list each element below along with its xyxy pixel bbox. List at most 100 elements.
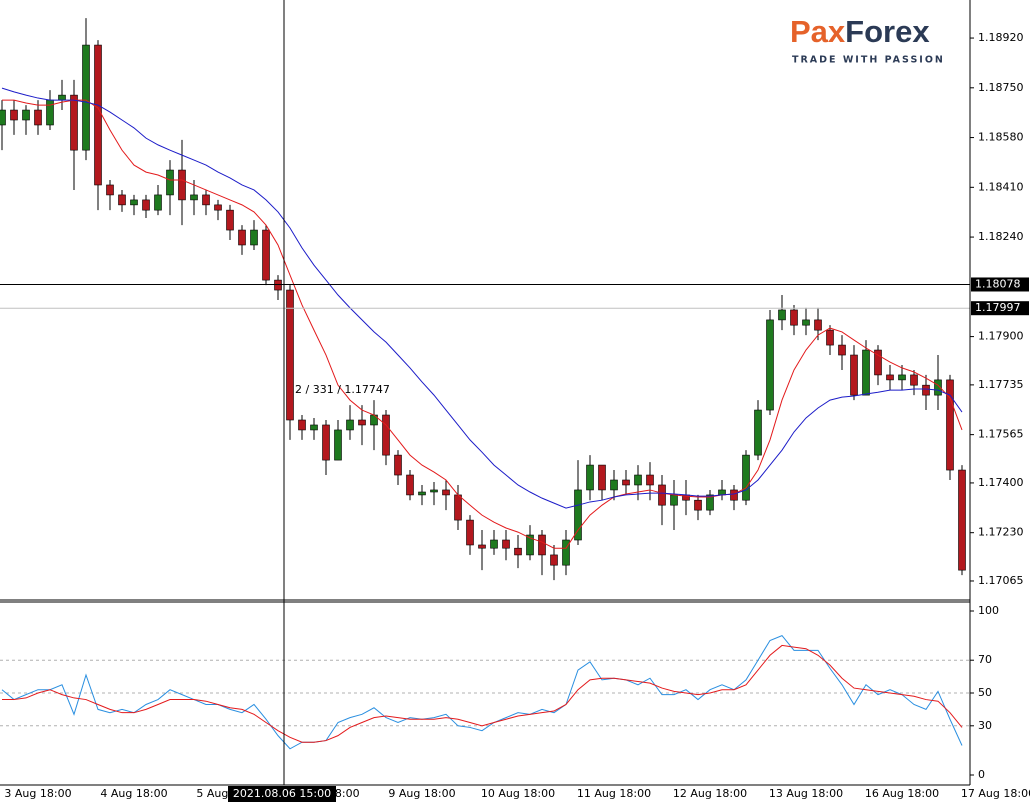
candle-body [502, 539, 510, 549]
candle-body [514, 547, 522, 556]
candle-body [238, 229, 246, 246]
candle-body [358, 419, 366, 426]
series-line [1, 87, 963, 509]
candle-body [826, 329, 834, 346]
candle-body [778, 309, 786, 321]
x-tick-label: 12 Aug 18:00 [673, 787, 747, 800]
candle-body [190, 194, 198, 201]
candle-body [478, 544, 486, 549]
candle-body [394, 454, 402, 476]
candle-body [178, 169, 186, 201]
candle-body [430, 489, 438, 493]
y-tick-label: 1.18580 [978, 131, 1024, 144]
candle-body [154, 194, 162, 211]
y-tick-label: 1.18410 [978, 180, 1024, 193]
candle-body [766, 319, 774, 411]
candle-body [886, 374, 894, 381]
candle-body [730, 489, 738, 501]
candle-body [22, 109, 30, 121]
x-tick-label: 3 Aug 18:00 [4, 787, 71, 800]
candle-body [946, 379, 954, 471]
y-tick-label: 1.18750 [978, 81, 1024, 94]
x-tick-label: 11 Aug 18:00 [577, 787, 651, 800]
y-tick-label: 1.17230 [978, 526, 1024, 539]
candle-body [874, 349, 882, 376]
y-tick-label: 1.17565 [978, 428, 1024, 441]
candle-body [34, 109, 42, 126]
logo-part: Pa [790, 14, 829, 49]
candle-body [586, 464, 594, 491]
candle-body [94, 44, 102, 186]
candle-body [646, 474, 654, 486]
candle-body [202, 194, 210, 206]
candle-body [574, 489, 582, 541]
candle-body [118, 194, 126, 206]
logo-part: x [828, 14, 846, 49]
candle-body [610, 479, 618, 491]
candle-body [934, 379, 942, 396]
candle-body [694, 499, 702, 511]
crosshair-time-box [228, 786, 336, 802]
candle-body [58, 94, 66, 101]
candle-body [598, 464, 606, 491]
candle-body [958, 469, 966, 571]
candle-body [526, 534, 534, 556]
y-tick-label: 1.17900 [978, 330, 1024, 343]
candle-body [658, 484, 666, 506]
candle-body [634, 474, 642, 486]
candle-body [82, 44, 90, 151]
candle-body [838, 344, 846, 356]
y-tick-label: 30 [978, 719, 992, 732]
candle-body [298, 419, 306, 431]
y-tick-label: 1.18920 [978, 31, 1024, 44]
y-tick-label: 1.17400 [978, 476, 1024, 489]
candle-body [166, 169, 174, 196]
candle-body [922, 384, 930, 396]
candle-body [418, 491, 426, 496]
candle-body [442, 489, 450, 496]
crosshair-time: 2021.08.06 15:00 [233, 787, 331, 800]
price-label-box [971, 301, 1029, 316]
series-line [1, 634, 963, 750]
x-tick-label: 16 Aug 18:00 [865, 787, 939, 800]
candle-body [0, 109, 6, 126]
y-tick-label: 70 [978, 653, 992, 666]
candle-body [46, 99, 54, 126]
series-line [2, 644, 963, 743]
x-tick-label: 10 Aug 18:00 [481, 787, 555, 800]
logo-part: Forex [845, 14, 930, 49]
candle-body [310, 424, 318, 431]
candle-body [742, 454, 750, 501]
y-tick-label: 100 [978, 604, 999, 617]
candle-body [406, 474, 414, 496]
candle-body [334, 429, 342, 461]
y-tick-label: 1.17065 [978, 574, 1024, 587]
series-line [2, 99, 963, 549]
candle-body [802, 319, 810, 326]
price-label: 1.17997 [975, 301, 1021, 314]
y-tick-label: 1.17735 [978, 378, 1024, 391]
candle-body [550, 554, 558, 566]
candle-body [274, 279, 282, 291]
candle-body [562, 539, 570, 566]
candle-body [346, 419, 354, 431]
candle-body [706, 494, 714, 511]
price-label: 1.18078 [975, 277, 1021, 290]
candle-body [286, 289, 294, 421]
candle-body [214, 204, 222, 211]
x-tick-label: 4 Aug 18:00 [100, 787, 167, 800]
candle-body [454, 494, 462, 521]
candle-body [226, 209, 234, 231]
y-tick-label: 1.18240 [978, 230, 1024, 243]
candle-body [814, 319, 822, 331]
candle-body [106, 184, 114, 196]
candle-body [790, 309, 798, 326]
candle-body [718, 489, 726, 496]
candle-body [910, 374, 918, 386]
candle-body [850, 354, 858, 396]
candle-body [538, 534, 546, 556]
y-tick-label: 50 [978, 686, 992, 699]
candle-body [250, 229, 258, 246]
